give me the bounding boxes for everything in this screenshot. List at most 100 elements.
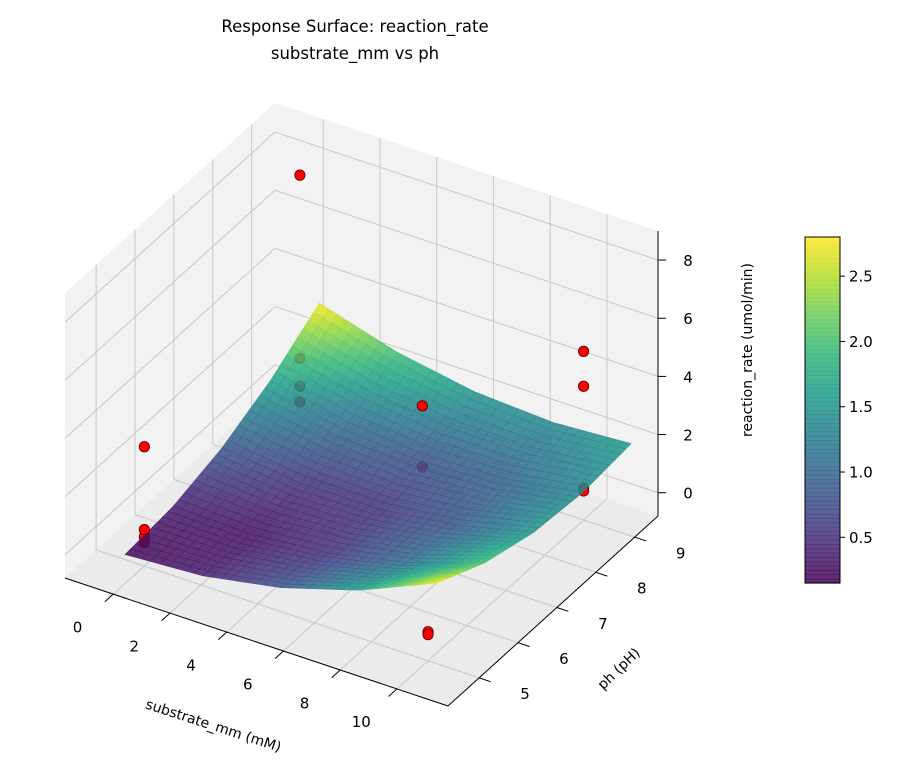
colorbar-segment <box>805 301 840 307</box>
colorbar-segment <box>805 561 840 567</box>
x-axis-label: substrate_mm (mM) <box>143 697 283 756</box>
colorbar-segment <box>805 349 840 355</box>
colorbar-segment <box>805 353 840 359</box>
colorbar-segment <box>805 457 840 463</box>
colorbar-segment <box>805 375 840 381</box>
z-tick-label: 6 <box>683 310 693 328</box>
z-gridline <box>274 131 659 261</box>
colorbar-segment <box>805 254 840 260</box>
colorbar-tick-label: 1.5 <box>849 398 873 416</box>
colorbar-segment <box>805 401 840 407</box>
colorbar-segment <box>805 397 840 402</box>
left-pane <box>65 103 275 578</box>
z-gridline <box>64 306 276 497</box>
y-tick <box>556 607 569 612</box>
colorbar-segment <box>805 275 840 281</box>
colorbar-segment <box>805 574 840 580</box>
colorbar-segment <box>805 288 840 294</box>
colorbar-tick-label: 0.5 <box>849 529 873 547</box>
x-gridline <box>396 498 608 690</box>
colorbar-segment <box>805 358 840 364</box>
colorbar-segment <box>805 444 840 450</box>
colorbar-segment <box>805 384 840 389</box>
colorbar-segment <box>805 500 840 506</box>
x-tick <box>274 650 284 659</box>
colorbar-segment <box>805 526 840 532</box>
z-gridline <box>274 189 659 319</box>
z-tick-label: 0 <box>683 485 693 503</box>
colorbar-segment <box>805 531 840 537</box>
x-tick <box>161 612 171 622</box>
z-gridline <box>64 131 276 323</box>
colorbar-segment <box>805 544 840 549</box>
x-tick-label: 10 <box>352 713 371 731</box>
y-tick-label: 9 <box>676 544 686 562</box>
axes: 0 2 4 6 8 10 5 6 7 8 9 0 2 4 6 8 <box>64 231 693 731</box>
colorbar-segment <box>805 474 840 480</box>
z-gridline <box>274 247 659 377</box>
colorbar-segment <box>805 431 840 437</box>
x-axis-line <box>64 577 449 707</box>
colorbar-segment <box>805 414 840 420</box>
colorbar-segment <box>805 267 840 273</box>
visible-points <box>138 169 590 536</box>
colorbar-segment <box>805 557 840 562</box>
data-point <box>577 380 590 392</box>
colorbar-segment <box>805 565 840 571</box>
colorbar-segment <box>805 461 840 467</box>
colorbar-segment <box>805 340 840 346</box>
data-point <box>577 345 590 357</box>
colorbar-segment <box>805 245 840 251</box>
colorbar-segment <box>805 518 840 524</box>
colorbar-segment <box>805 479 840 485</box>
colorbar-segment <box>805 366 840 372</box>
colorbar-segment <box>805 336 840 342</box>
x-tick-label: 2 <box>129 637 139 655</box>
x-tick-label: 0 <box>73 618 83 636</box>
colorbar-segment <box>805 509 840 515</box>
y-tick <box>595 571 608 577</box>
x-tick-label: 4 <box>186 656 196 674</box>
colorbar-segment <box>805 483 840 489</box>
colorbar-segment <box>805 487 840 493</box>
colorbar-segment <box>805 293 840 299</box>
surface <box>124 302 632 591</box>
z-axis-label: reaction_rate (umol/min) <box>740 263 756 437</box>
y-tick-label: 7 <box>598 615 608 633</box>
colorbar-segment <box>805 448 840 454</box>
colorbar-segment <box>805 327 840 333</box>
colorbar-tick-label: 2.0 <box>849 333 873 351</box>
data-point <box>294 169 306 181</box>
data-point <box>138 524 150 536</box>
colorbar-segment <box>805 262 840 268</box>
colorbar-segment <box>805 284 840 290</box>
x-tick <box>217 631 228 641</box>
colorbar-segment <box>805 548 840 554</box>
colorbar-segment <box>805 435 840 441</box>
y-tick-label: 8 <box>637 580 647 598</box>
surface-patch <box>428 580 443 585</box>
colorbar-segment <box>805 427 840 433</box>
colorbar-segment <box>805 466 840 472</box>
colorbar-segment <box>805 388 840 394</box>
y-axis-label: ph (pH) <box>595 645 644 693</box>
colorbar-segment <box>805 505 840 511</box>
colorbar-segment <box>805 535 840 541</box>
colorbar-segment <box>805 379 840 385</box>
colorbar: 0.5 1.0 1.5 2.0 2.5 <box>804 236 873 584</box>
colorbar-segment <box>805 258 840 264</box>
colorbar-segment <box>805 297 840 303</box>
colorbar-tick-label: 2.5 <box>849 268 873 286</box>
y-gridline <box>95 549 480 679</box>
data-point <box>138 441 150 453</box>
colorbar-segment <box>805 306 840 312</box>
z-tick-label: 2 <box>683 427 693 445</box>
colorbar-segment <box>805 418 840 424</box>
z-gridline <box>64 364 276 556</box>
colorbar-segment <box>805 570 840 575</box>
colorbar-segment <box>805 280 840 286</box>
x-tick <box>388 688 398 697</box>
colorbar-segment <box>805 539 840 545</box>
z-gridline <box>64 189 276 381</box>
